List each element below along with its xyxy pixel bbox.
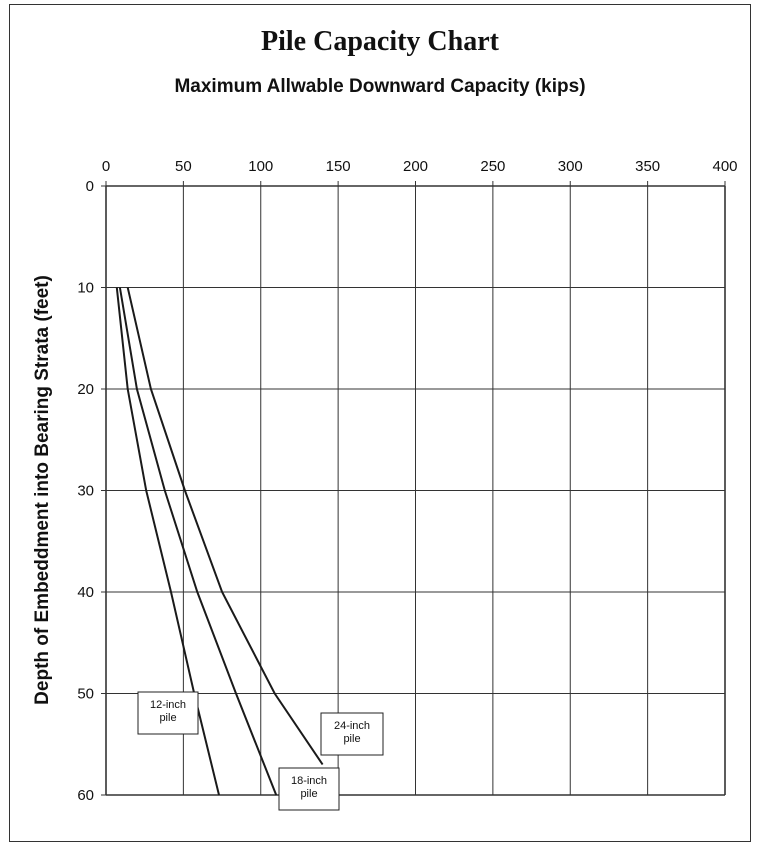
- annotation-label-12-inch-pile: 12-inch: [150, 699, 186, 711]
- annotation-label-12-inch-pile: pile: [159, 712, 176, 724]
- x-tick-labels: 0 50 100 150 200 250 300 350 400: [102, 158, 738, 175]
- series-line-18-inch-pile: [118, 287, 278, 796]
- annotation-box-12-inch-pile: [137, 691, 199, 735]
- y-tick-labels: 0 10 20 30 40 50 60: [77, 178, 94, 804]
- annotation-label-18-inch-pile: pile: [300, 788, 317, 800]
- y-tick-label: 10: [77, 280, 94, 297]
- annotation-label-24-inch-pile: 24-inch: [334, 720, 370, 732]
- x-tick-label: 100: [248, 158, 273, 175]
- y-tick-label: 30: [77, 483, 94, 500]
- x-tick-label: 50: [175, 158, 192, 175]
- annotation-box-24-inch-pile: [320, 712, 384, 756]
- chart-subtitle: Maximum Allwable Downward Capacity (kips…: [174, 76, 586, 97]
- chart-title: Pile Capacity Chart: [261, 26, 499, 57]
- chart-frame: [9, 4, 751, 842]
- annotation-label-18-inch-pile: 18-inch: [291, 775, 327, 787]
- y-tick-label: 40: [77, 584, 94, 601]
- x-tick-label: 400: [712, 158, 737, 175]
- y-tick-label: 0: [86, 178, 94, 195]
- x-tick-label: 0: [102, 158, 110, 175]
- grid: [101, 181, 726, 796]
- annotation-label-24-inch-pile: pile: [343, 733, 360, 745]
- y-axis-label: Depth of Embeddment into Bearing Strata …: [32, 275, 53, 705]
- x-tick-label: 150: [326, 158, 351, 175]
- x-tick-label: 300: [558, 158, 583, 175]
- y-tick-label: 20: [77, 381, 94, 398]
- series-line-24-inch-pile: [126, 287, 324, 766]
- annotation-box-18-inch-pile: [278, 767, 340, 811]
- x-tick-label: 350: [635, 158, 660, 175]
- y-tick-label: 50: [77, 686, 94, 703]
- x-tick-label: 200: [403, 158, 428, 175]
- x-tick-label: 250: [480, 158, 505, 175]
- y-tick-label: 60: [77, 787, 94, 804]
